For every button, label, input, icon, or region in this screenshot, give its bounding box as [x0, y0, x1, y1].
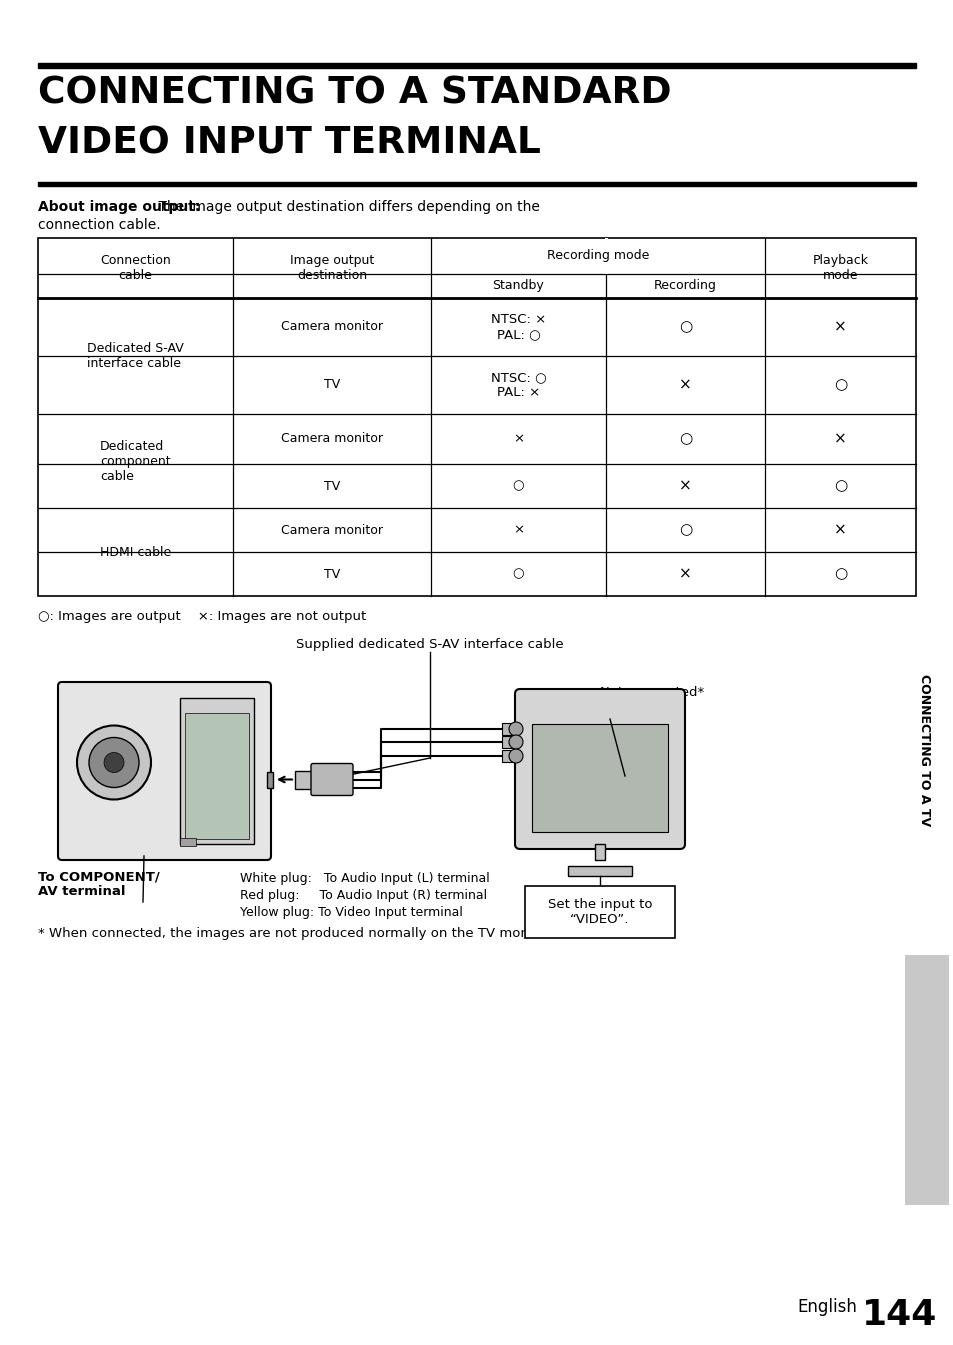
Text: CONNECTING TO A STANDARD: CONNECTING TO A STANDARD — [38, 77, 671, 112]
Text: English: English — [797, 1298, 856, 1315]
Bar — [532, 724, 667, 833]
Bar — [904, 955, 948, 1205]
Text: ×: × — [833, 522, 846, 538]
Text: * When connected, the images are not produced normally on the TV monitor.: * When connected, the images are not pro… — [38, 927, 554, 940]
Text: About image output:: About image output: — [38, 200, 200, 214]
Text: Standby: Standby — [492, 280, 544, 292]
Text: ×: × — [679, 479, 691, 494]
Text: ○: Images are output    ×: Images are not output: ○: Images are output ×: Images are not o… — [38, 611, 366, 623]
Text: Recording mode: Recording mode — [546, 250, 648, 262]
Text: ×: × — [833, 432, 846, 447]
Text: Yellow plug: To Video Input terminal: Yellow plug: To Video Input terminal — [240, 907, 462, 919]
Text: Dedicated S-AV
interface cable: Dedicated S-AV interface cable — [87, 342, 184, 370]
Bar — [180, 698, 253, 845]
Bar — [524, 886, 675, 937]
Circle shape — [89, 737, 139, 788]
Text: ○: ○ — [833, 479, 846, 494]
Bar — [38, 182, 915, 186]
Text: 144: 144 — [862, 1298, 937, 1332]
Text: ×: × — [513, 523, 523, 537]
Text: White plug:   To Audio Input (L) terminal: White plug: To Audio Input (L) terminal — [240, 872, 489, 885]
Text: TV: TV — [323, 480, 340, 492]
Bar — [185, 713, 249, 839]
Bar — [595, 845, 604, 859]
Text: Red plug:     To Audio Input (R) terminal: Red plug: To Audio Input (R) terminal — [240, 889, 487, 902]
Text: ○: ○ — [833, 566, 846, 581]
Text: ○: ○ — [833, 378, 846, 393]
Circle shape — [509, 734, 522, 749]
Text: Recording: Recording — [654, 280, 717, 292]
Text: Not connected*: Not connected* — [599, 686, 703, 699]
Text: TV: TV — [323, 378, 340, 391]
Bar — [501, 736, 516, 748]
Bar — [567, 866, 631, 876]
Circle shape — [104, 752, 124, 772]
Text: ×: × — [513, 433, 523, 445]
Bar — [267, 772, 273, 788]
Circle shape — [77, 725, 151, 799]
Text: Connection
cable: Connection cable — [100, 254, 171, 282]
Bar — [38, 238, 915, 596]
Text: ○: ○ — [679, 432, 691, 447]
Text: TV: TV — [323, 568, 340, 581]
Text: ○: ○ — [679, 320, 691, 335]
Text: connection cable.: connection cable. — [38, 218, 160, 231]
FancyBboxPatch shape — [311, 764, 353, 795]
Circle shape — [509, 749, 522, 763]
Text: Image output
destination: Image output destination — [290, 254, 374, 282]
Text: HDMI cable: HDMI cable — [100, 546, 171, 558]
Text: Camera monitor: Camera monitor — [281, 320, 382, 334]
Text: NTSC: ×
PAL: ○: NTSC: × PAL: ○ — [491, 313, 545, 342]
Text: NTSC: ○
PAL: ×: NTSC: ○ PAL: × — [490, 371, 546, 399]
Bar — [294, 771, 313, 788]
Bar — [180, 838, 195, 846]
FancyBboxPatch shape — [58, 682, 271, 859]
Bar — [38, 63, 915, 69]
Text: Set the input to
“VIDEO”.: Set the input to “VIDEO”. — [547, 898, 652, 925]
Text: VIDEO INPUT TERMINAL: VIDEO INPUT TERMINAL — [38, 126, 540, 161]
FancyBboxPatch shape — [515, 689, 684, 849]
Bar — [501, 724, 516, 734]
Text: ○: ○ — [679, 522, 691, 538]
Text: Supplied dedicated S-AV interface cable: Supplied dedicated S-AV interface cable — [295, 638, 563, 651]
Text: ×: × — [679, 566, 691, 581]
Text: The image output destination differs depending on the: The image output destination differs dep… — [153, 200, 539, 214]
Text: ×: × — [833, 320, 846, 335]
Text: ○: ○ — [512, 568, 524, 581]
Circle shape — [509, 722, 522, 736]
Text: To COMPONENT/
AV terminal: To COMPONENT/ AV terminal — [38, 870, 159, 898]
Text: CONNECTING TO A TV: CONNECTING TO A TV — [918, 674, 930, 826]
Bar — [604, 238, 607, 274]
Bar — [501, 751, 516, 763]
Text: Playback
mode: Playback mode — [812, 254, 867, 282]
Text: Camera monitor: Camera monitor — [281, 523, 382, 537]
Text: Camera monitor: Camera monitor — [281, 433, 382, 445]
Text: ×: × — [679, 378, 691, 393]
Text: ○: ○ — [512, 480, 524, 492]
Text: Dedicated
component
cable: Dedicated component cable — [100, 440, 171, 483]
